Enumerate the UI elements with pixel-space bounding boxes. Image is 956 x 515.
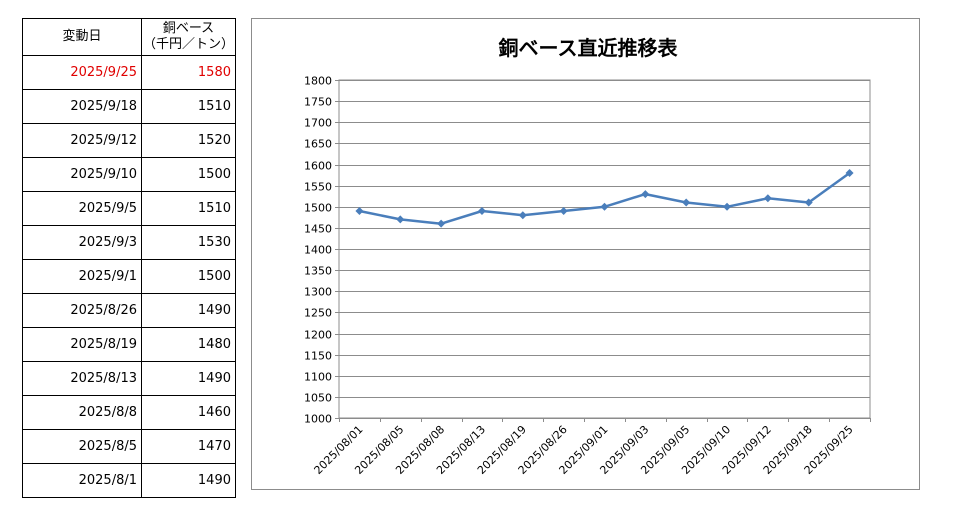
data-point-marker: [682, 198, 691, 207]
table-row: 2025/9/10 1500: [22, 157, 236, 192]
header-date: 変動日: [22, 18, 142, 56]
axis-layer: 1000 1050 1100 1150 1200 1250 1300 1350 1400 1450…: [304, 75, 871, 477]
y-tick-label: 1600: [304, 160, 332, 173]
row-date: 2025/9/1: [22, 259, 142, 294]
y-tick-label: 1200: [304, 329, 332, 342]
data-point-marker: [559, 206, 568, 215]
table-row: 2025/9/12 1520: [22, 123, 236, 158]
row-value: 1490: [141, 463, 236, 498]
data-point-marker: [723, 202, 732, 211]
row-date: 2025/8/1: [22, 463, 142, 498]
row-date: 2025/8/13: [22, 361, 142, 396]
table-row: 2025/8/26 1490: [22, 293, 236, 328]
row-value: 1510: [141, 89, 236, 124]
row-value: 1530: [141, 225, 236, 260]
y-tick-label: 1150: [304, 350, 332, 363]
row-date: 2025/9/18: [22, 89, 142, 124]
table-row: 2025/9/18 1510: [22, 89, 236, 124]
table-row: 2025/8/19 1480: [22, 327, 236, 362]
row-value: 1580: [141, 55, 236, 90]
row-date: 2025/9/12: [22, 123, 142, 158]
table-body: 2025/9/25 1580 2025/9/18 1510 2025/9/12 1520 2…: [22, 55, 236, 498]
row-value: 1500: [141, 259, 236, 294]
data-point-marker: [845, 168, 854, 177]
table-row: 2025/9/3 1530: [22, 225, 236, 260]
row-date: 2025/8/5: [22, 429, 142, 464]
row-value: 1520: [141, 123, 236, 158]
row-value: 1460: [141, 395, 236, 430]
row-value: 1510: [141, 191, 236, 226]
table-header-row: 変動日 銅ベース （千円／トン）: [22, 18, 236, 56]
row-value: 1500: [141, 157, 236, 192]
y-tick-label: 1050: [304, 392, 332, 405]
series-line: [359, 171, 851, 225]
y-tick-label: 1300: [304, 286, 332, 299]
table-row: 2025/8/5 1470: [22, 429, 236, 464]
y-tick-label: 1650: [304, 138, 332, 151]
y-tick-label: 1000: [304, 413, 332, 426]
y-tick-label: 1750: [304, 96, 332, 109]
data-point-marker: [763, 194, 772, 203]
y-tick-label: 1700: [304, 117, 332, 130]
y-tick-label: 1100: [304, 371, 332, 384]
row-date: 2025/9/3: [22, 225, 142, 260]
y-tick-label: 1250: [304, 307, 332, 320]
table-row: 2025/9/1 1500: [22, 259, 236, 294]
table-row: 2025/9/25 1580: [22, 55, 236, 90]
row-date: 2025/8/19: [22, 327, 142, 362]
data-point-marker: [600, 202, 609, 211]
data-point-marker: [518, 211, 527, 220]
data-point-marker: [396, 215, 405, 224]
row-value: 1490: [141, 361, 236, 396]
table-row: 2025/8/13 1490: [22, 361, 236, 396]
y-tick-label: 1500: [304, 202, 332, 215]
row-value: 1490: [141, 293, 236, 328]
row-date: 2025/9/25: [22, 55, 142, 90]
table-row: 2025/8/8 1460: [22, 395, 236, 430]
data-point-marker: [477, 206, 486, 215]
line-chart: 銅ベース直近推移表 1000 1050 1100 1150 1200 1250 1300 13…: [304, 36, 871, 477]
row-value: 1470: [141, 429, 236, 464]
header-value: 銅ベース （千円／トン）: [141, 18, 236, 56]
y-tick-label: 1550: [304, 181, 332, 194]
table-row: 2025/8/1 1490: [22, 463, 236, 498]
row-date: 2025/8/26: [22, 293, 142, 328]
data-point-marker: [355, 206, 364, 215]
data-point-marker: [804, 198, 813, 207]
chart-area: 銅ベース直近推移表 1000 1050 1100 1150 1200 1250 1300 13…: [251, 18, 920, 490]
series-layer: [355, 168, 854, 228]
header-value-line2: （千円／トン）: [142, 37, 234, 52]
data-point-marker: [437, 219, 446, 228]
table-row: 2025/9/5 1510: [22, 191, 236, 226]
row-date: 2025/9/5: [22, 191, 142, 226]
header-value-line1: 銅ベース: [162, 21, 215, 36]
row-date: 2025/9/10: [22, 157, 142, 192]
row-value: 1480: [141, 327, 236, 362]
y-tick-label: 1350: [304, 265, 332, 278]
row-date: 2025/8/8: [22, 395, 142, 430]
grid-layer: [338, 79, 871, 419]
y-tick-label: 1400: [304, 244, 332, 257]
y-tick-label: 1450: [304, 223, 332, 236]
data-point-marker: [641, 190, 650, 199]
chart-title: 銅ベース直近推移表: [499, 36, 679, 60]
price-table: 変動日 銅ベース （千円／トン） 2025/9/25 1580 2025/9/18 1…: [22, 18, 236, 498]
y-tick-label: 1800: [304, 75, 332, 88]
